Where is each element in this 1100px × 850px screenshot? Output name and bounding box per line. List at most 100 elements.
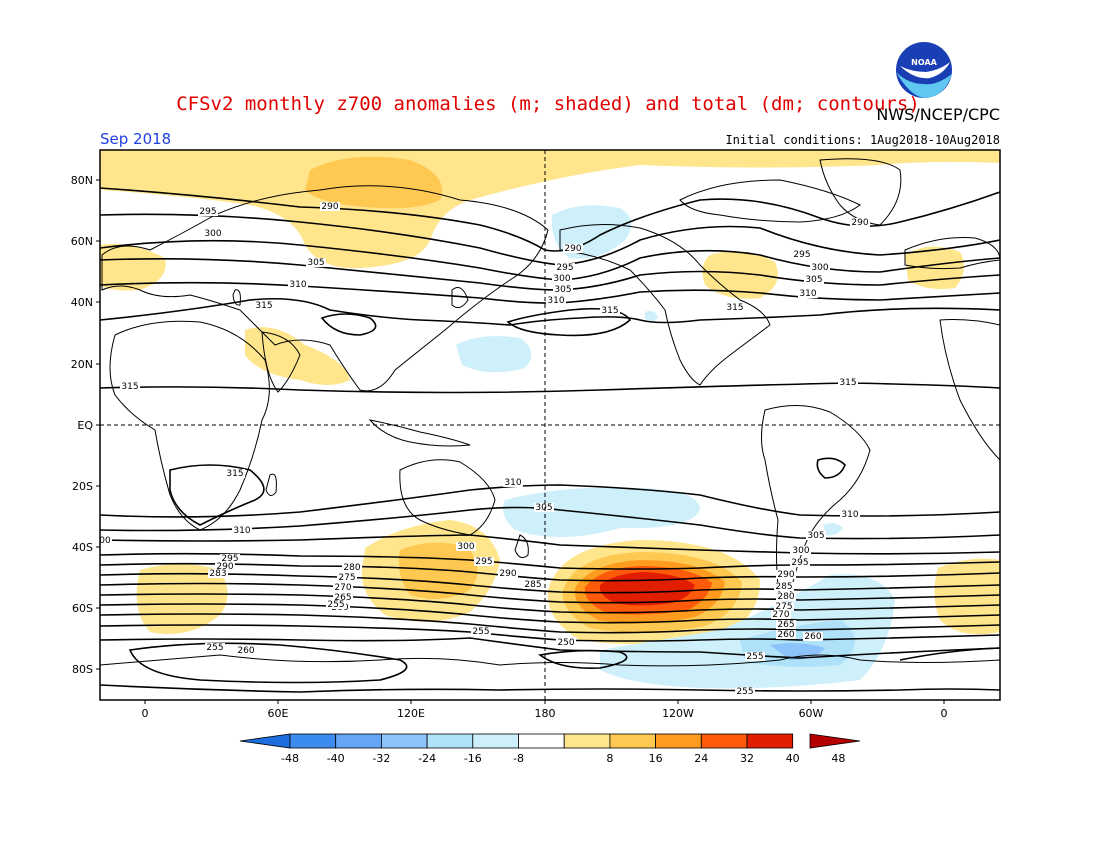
contour-label-bg xyxy=(225,469,245,478)
contour-label-bg xyxy=(326,600,346,609)
contour-label-bg xyxy=(850,218,870,227)
contour-label: 290 xyxy=(321,202,338,212)
lon-tick-label: 0 xyxy=(142,707,149,720)
lon-tick-label: 60E xyxy=(268,707,289,720)
contour-label: 315 xyxy=(226,469,243,479)
contour-label: 255 xyxy=(746,652,763,662)
month-label: Sep 2018 xyxy=(100,130,171,148)
contour-label-bg xyxy=(342,563,362,572)
contour-255-weddell xyxy=(899,647,1000,661)
coast-north-america xyxy=(559,223,771,386)
contour-label-bg xyxy=(771,610,791,619)
colorbar-tick-label: 48 xyxy=(831,752,845,765)
contour-labels: 2902953003053103152902953003053103152902… xyxy=(100,202,870,697)
contour-label: 255 xyxy=(472,627,489,637)
contour-300-south xyxy=(100,534,1000,555)
contour-label: 295 xyxy=(475,557,492,567)
anomaly-eastna-positive xyxy=(702,251,778,299)
contour-label: 290 xyxy=(851,218,868,228)
lat-tick-label: 80S xyxy=(72,663,93,676)
coastlines xyxy=(100,158,1000,700)
contour-label: 285 xyxy=(775,582,792,592)
anomaly-satlantic-positive xyxy=(136,564,228,634)
contour-315-jet xyxy=(506,307,632,337)
contour-label-bg xyxy=(776,620,796,629)
contour-label-bg xyxy=(498,569,518,578)
contour-label: 260 xyxy=(777,630,794,640)
coast-madagascar xyxy=(265,473,277,496)
contour-label: 305 xyxy=(535,503,552,513)
contour-255-south xyxy=(100,637,1000,659)
lon-tick-label: 120W xyxy=(662,707,694,720)
lon-tick-label: 60W xyxy=(799,707,824,720)
colorbar-tick-label: 24 xyxy=(694,752,708,765)
contour-label-bg xyxy=(838,378,858,387)
colorbar-tick-labels: -48 -40 -32 -24 -16 -8 8 16 24 32 40 48 xyxy=(281,752,845,765)
colorbar-tick-label: -16 xyxy=(464,752,482,765)
anomaly-npacific-negative-small xyxy=(645,310,658,321)
contour-label: 305 xyxy=(554,285,571,295)
contour-290-north xyxy=(100,187,1000,252)
contour-label: 250 xyxy=(557,638,574,648)
contour-label: 295 xyxy=(793,250,810,260)
contour-290-south xyxy=(100,562,1000,582)
contour-label-bg xyxy=(840,510,860,519)
contour-label-bg xyxy=(791,546,811,555)
colorbar-pos-40 xyxy=(746,733,794,749)
contour-label: 295 xyxy=(556,263,573,273)
colorbar-neg-40 xyxy=(335,733,382,749)
contour-295-north xyxy=(100,213,1000,266)
contour-label-bg xyxy=(806,531,826,540)
credit-text: NWS/NCEP/CPC xyxy=(876,105,1000,124)
contour-label-bg xyxy=(203,229,223,238)
colorbar-neg-32 xyxy=(380,733,428,749)
colorbar-pos-16 xyxy=(609,733,657,749)
colorbar-pos-8 xyxy=(563,733,611,749)
contour-label-bg xyxy=(205,643,225,652)
contour-label-bg xyxy=(474,557,494,566)
lat-tick-label: 80N xyxy=(71,174,93,187)
contour-label-bg xyxy=(306,258,326,267)
contour-label-bg xyxy=(546,296,566,305)
lat-tick-label: 20N xyxy=(71,358,93,371)
anomaly-tasman-positive-inner xyxy=(398,542,478,599)
colorbar-arrow-right xyxy=(809,733,861,749)
contour-label: 275 xyxy=(338,573,355,583)
colorbar-neg-16 xyxy=(472,733,519,749)
contour-label-bg xyxy=(333,583,353,592)
contour-label: 300 xyxy=(792,546,809,556)
contour-label: 310 xyxy=(289,280,306,290)
lat-tick-label: 60N xyxy=(71,235,93,248)
lon-tick-label: 120E xyxy=(397,707,425,720)
contour-label: 300 xyxy=(204,229,221,239)
initial-conditions-text: Initial conditions: 1Aug2018-10Aug2018 xyxy=(725,133,1000,147)
coast-indonesia xyxy=(368,419,471,447)
contour-310-south xyxy=(100,484,1000,518)
contour-275-south xyxy=(100,593,1000,614)
colorbar-neg-48 xyxy=(289,733,337,749)
contour-label-bg xyxy=(552,274,572,283)
contour-label-bg xyxy=(120,382,140,391)
contour-295-south xyxy=(100,552,1000,570)
contour-label-bg xyxy=(503,478,523,487)
coast-europe-east xyxy=(904,237,1000,270)
contour-label: 270 xyxy=(334,583,351,593)
map-panel: 2902953003053103152902953003053103152902… xyxy=(99,149,1001,701)
contour-label-bg xyxy=(556,638,576,647)
lat-tick-label: 60S xyxy=(72,602,93,615)
contour-label: 305 xyxy=(307,258,324,268)
chart-title: CFSv2 monthly z700 anomalies (m; shaded)… xyxy=(176,93,920,115)
contour-label: 290 xyxy=(216,562,233,572)
coast-newzealand xyxy=(514,534,529,559)
contour-label: 295 xyxy=(791,558,808,568)
contour-label-bg xyxy=(553,285,573,294)
contour-label-bg xyxy=(774,602,794,611)
contour-label-bg xyxy=(471,627,491,636)
coast-japan xyxy=(451,287,469,309)
coast-africa xyxy=(109,320,270,531)
anomaly-spacific-tropical-negative xyxy=(502,487,700,538)
contour-300-north xyxy=(100,239,1000,281)
colorbar-tick-label: 32 xyxy=(740,752,754,765)
coast-south-america xyxy=(761,404,871,599)
contour-315-tropical xyxy=(100,382,1000,394)
